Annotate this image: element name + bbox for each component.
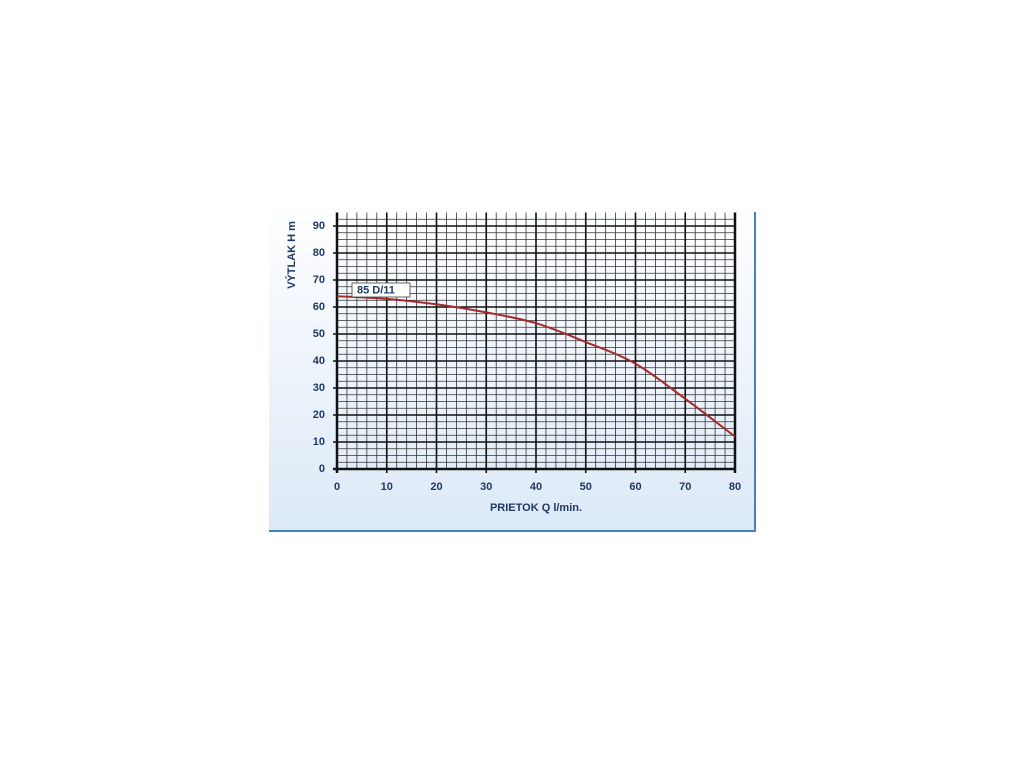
x-tick-label: 0 — [334, 481, 340, 493]
x-tick-label: 20 — [430, 481, 442, 493]
curve — [336, 295, 736, 438]
x-tick-label: 10 — [381, 481, 393, 493]
series-label-box — [351, 282, 411, 298]
x-axis-label: PRIETOK Q l/min. — [490, 502, 582, 514]
grid — [333, 212, 737, 473]
y-tick-label: 0 — [319, 463, 325, 475]
x-tick-label: 30 — [480, 481, 492, 493]
y-axis-label: VÝTLAK H m — [285, 221, 298, 289]
x-tick-label: 80 — [729, 481, 741, 493]
x-tick-label: 40 — [530, 481, 542, 493]
panel — [269, 200, 755, 530]
y-tick-label: 80 — [313, 247, 325, 259]
y-tick-label: 40 — [313, 355, 325, 367]
y-tick-label: 90 — [313, 220, 325, 232]
y-tick-label: 10 — [313, 436, 325, 448]
plot — [336, 295, 736, 438]
x-tick-label: 60 — [629, 481, 641, 493]
y-tick-label: 50 — [313, 328, 325, 340]
x-tick-label: 50 — [580, 481, 592, 493]
y-tick-label: 60 — [313, 301, 325, 313]
y-tick-label: 30 — [313, 382, 325, 394]
x-tick-label: 70 — [679, 481, 691, 493]
y-tick-label: 20 — [313, 409, 325, 421]
y-tick-label: 70 — [313, 274, 325, 286]
series-label: 85 D/11 — [357, 284, 395, 296]
